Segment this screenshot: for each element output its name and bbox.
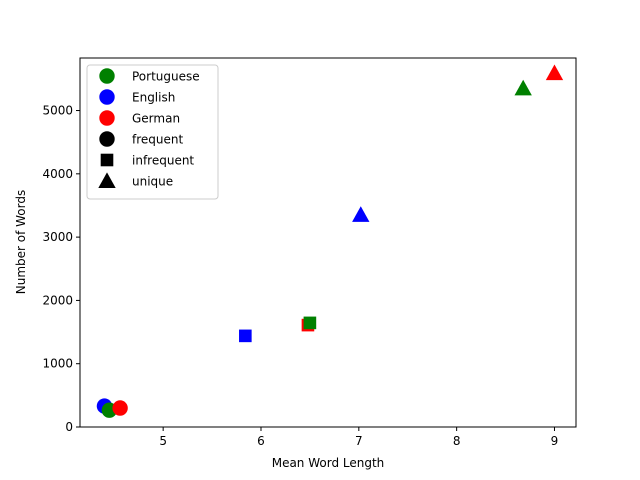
legend-marker-german [99,110,115,126]
point-german-frequent [112,400,128,416]
x-tick-label: 5 [159,434,167,448]
point-portuguese-infrequent [303,316,317,330]
legend-marker-frequent [99,131,115,147]
legend: Portuguese English German frequent infrequen… [86,64,219,200]
data-points [96,64,564,418]
y-axis-label: Number of Words [14,190,28,295]
legend-label-frequent: frequent [132,133,183,147]
y-tick-label: 2000 [42,293,73,307]
y-tick-label: 0 [65,420,73,434]
legend-label-unique: unique [132,175,173,189]
axis-ticks: 5 6 7 8 9 0 1000 2000 3000 4000 5000 [42,104,558,448]
point-english-unique [352,206,370,222]
legend-marker-english [99,89,115,105]
legend-label-english: English [132,91,175,105]
point-portuguese-unique [514,79,532,96]
point-german-unique [545,64,564,81]
y-tick-label: 3000 [42,230,73,244]
point-english-infrequent [239,329,252,343]
legend-label-portuguese: Portuguese [132,70,200,84]
y-tick-label: 1000 [42,357,73,371]
x-tick-label: 7 [355,434,363,448]
legend-marker-portuguese [99,68,115,84]
y-tick-label: 4000 [42,167,73,181]
legend-marker-unique [98,172,116,188]
y-tick-label: 5000 [42,104,73,118]
legend-box [86,64,219,200]
x-tick-label: 6 [257,434,265,448]
legend-label-german: German [132,112,180,126]
legend-marker-infrequent [100,153,114,167]
plot-frame [79,57,577,428]
x-tick-label: 8 [453,434,461,448]
x-tick-label: 9 [551,434,559,448]
legend-label-infrequent: infrequent [132,154,194,168]
x-axis-label: Mean Word Length [272,456,385,470]
